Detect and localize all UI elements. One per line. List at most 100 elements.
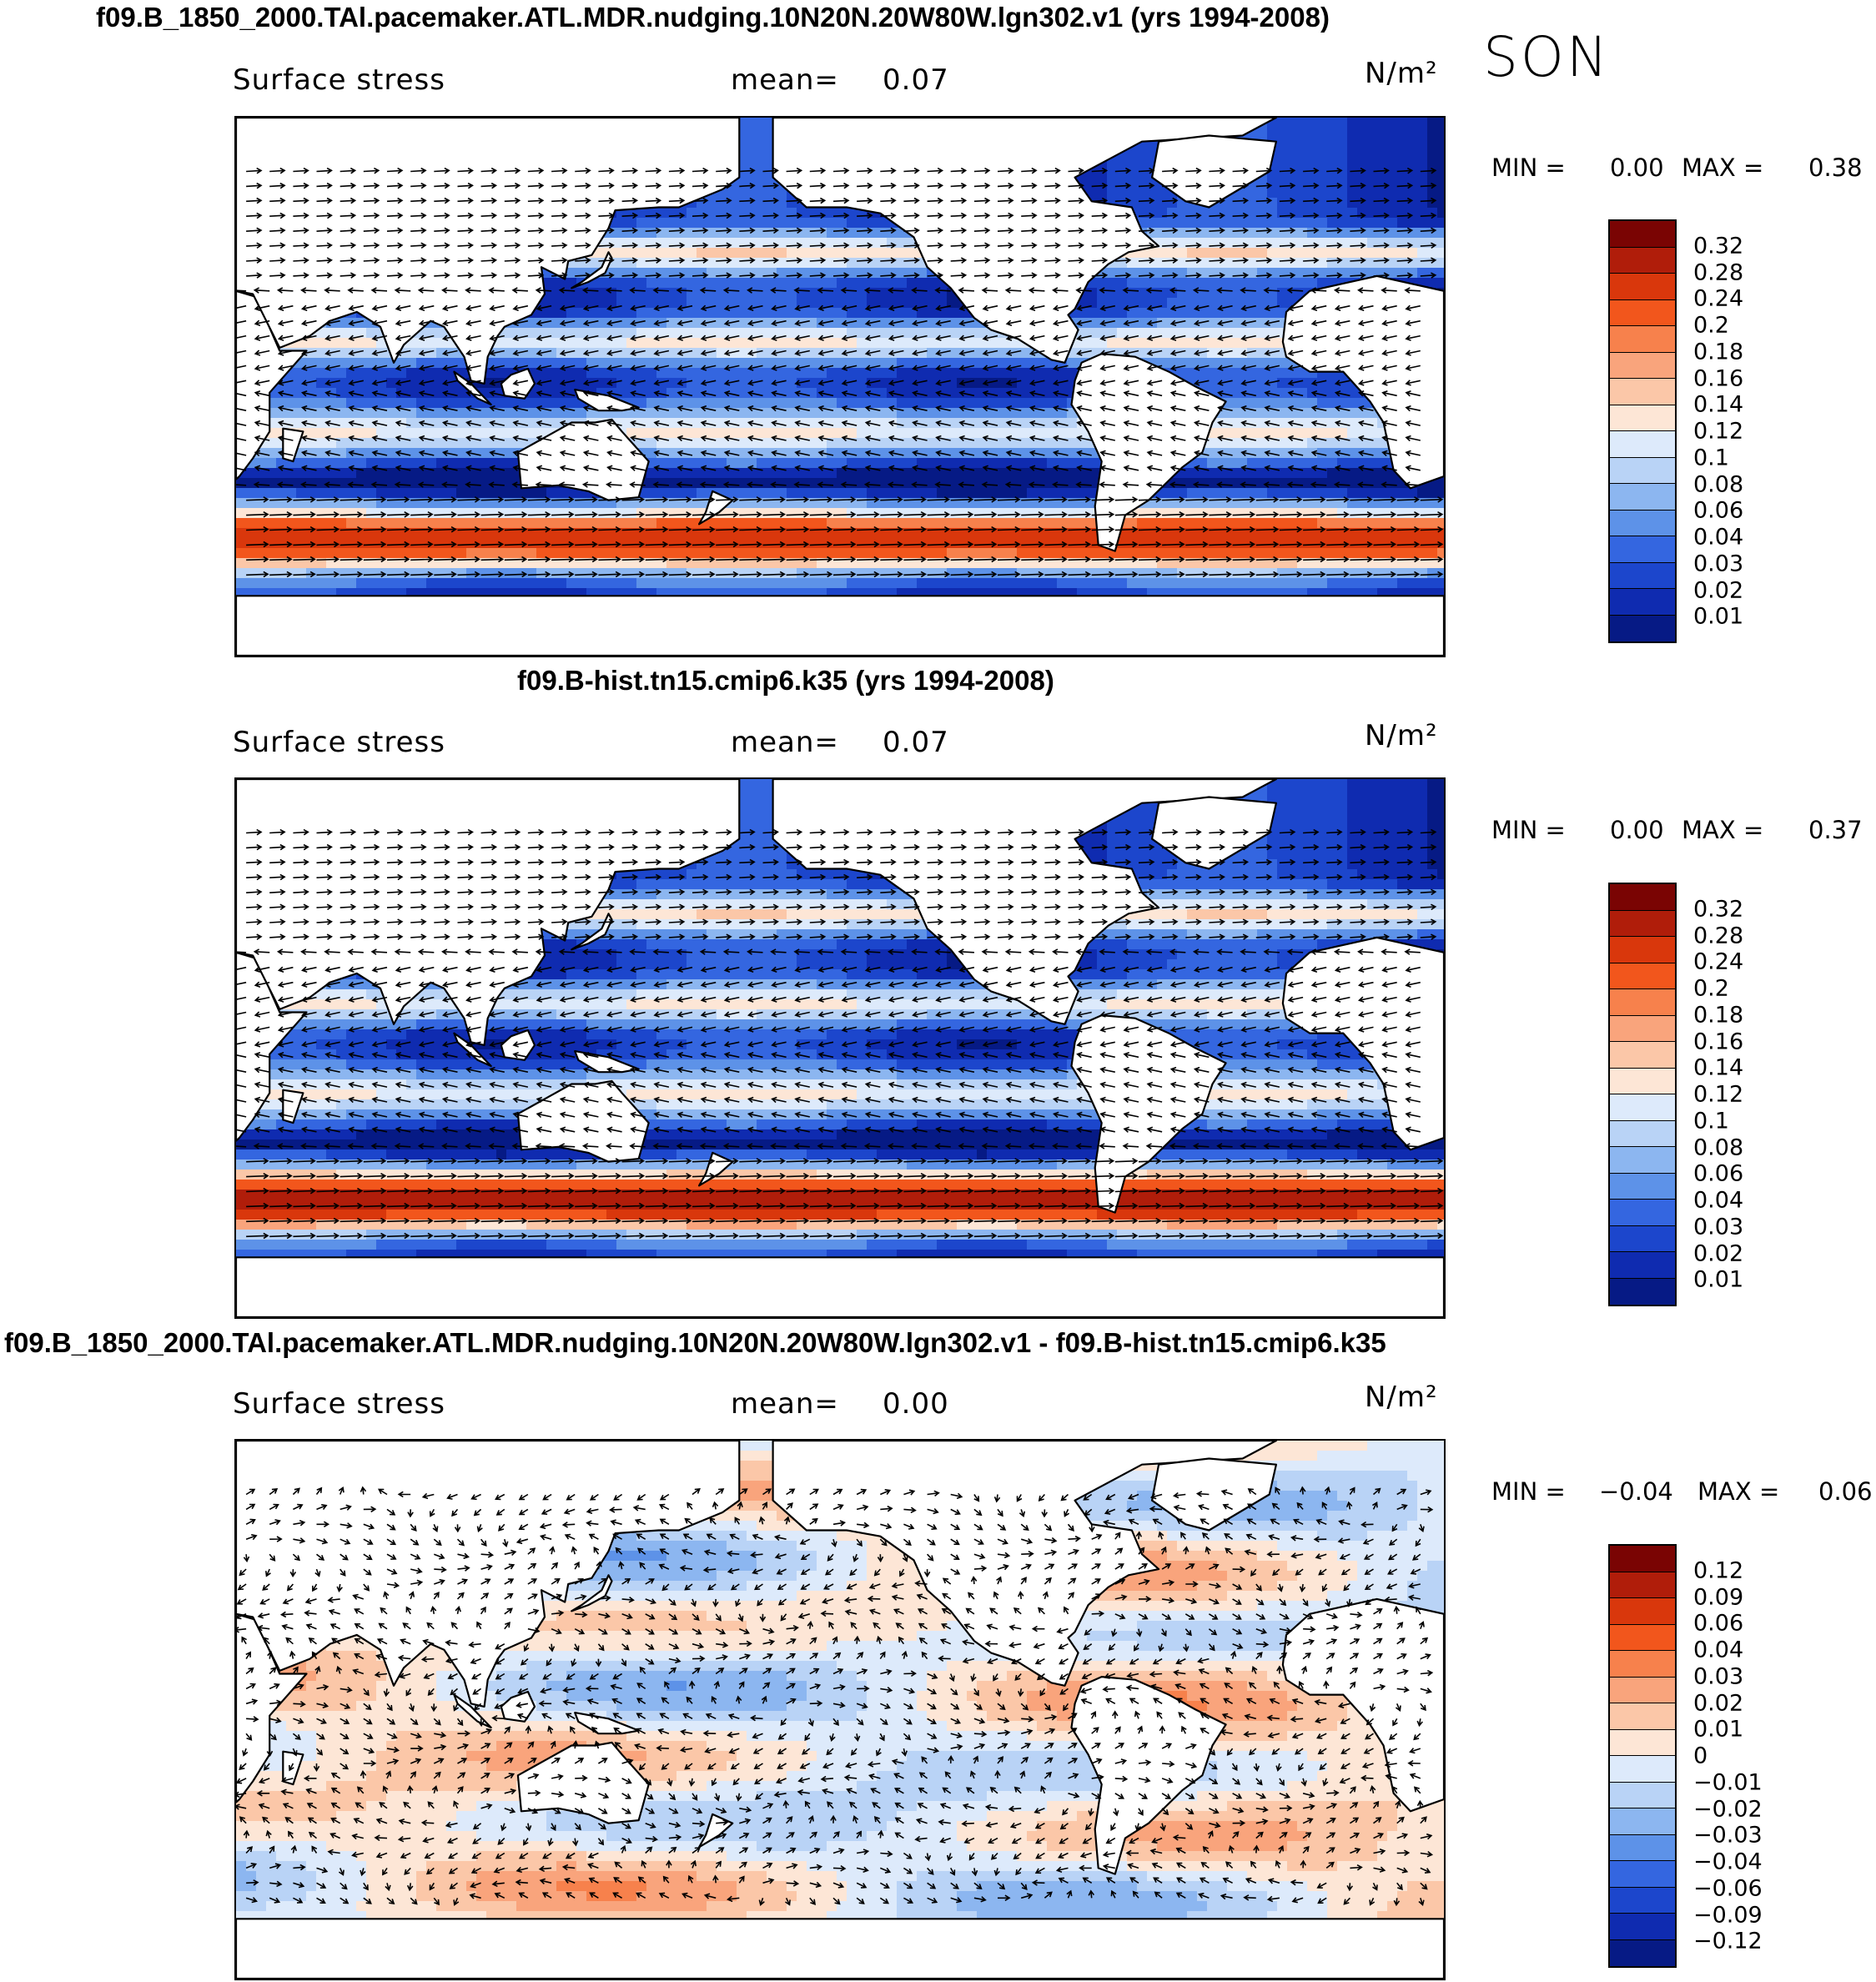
panel-2-colorbar-ticks: 0.32 0.28 0.24 0.2 0.18 0.16 0.14 0.12 0.1 0.08 0.… — [1693, 883, 1793, 1306]
colorbar-swatch — [1610, 1068, 1675, 1094]
panel-3-min-value: −0.04 — [1599, 1477, 1673, 1506]
panel-1-map — [234, 116, 1446, 657]
panel-3-colorbar-ticks: 0.12 0.09 0.06 0.04 0.03 0.02 0.01 0 −0.01 −0.02−… — [1693, 1544, 1793, 1968]
colorbar-swatch — [1610, 221, 1675, 248]
colorbar-tick-label: 0.08 — [1693, 1134, 1743, 1160]
colorbar-tick-label: 0.28 — [1693, 923, 1743, 948]
panel-3-max-value: 0.06 — [1818, 1477, 1873, 1506]
colorbar-swatch — [1610, 1120, 1675, 1147]
colorbar-tick-label: 0.02 — [1693, 1690, 1743, 1716]
colorbar-tick-label: 0.18 — [1693, 339, 1743, 365]
colorbar-tick-label: 0.16 — [1693, 1029, 1743, 1054]
colorbar-tick-label: 0.14 — [1693, 1055, 1743, 1081]
colorbar-tick-label: 0.01 — [1693, 1717, 1743, 1743]
colorbar-swatch — [1610, 405, 1675, 431]
colorbar-tick-label: 0.1 — [1693, 445, 1729, 470]
colorbar-swatch — [1610, 536, 1675, 563]
colorbar-swatch — [1610, 299, 1675, 326]
colorbar-tick-label: 0.01 — [1693, 1267, 1743, 1293]
colorbar-tick-label: 0.03 — [1693, 1214, 1743, 1240]
colorbar-tick-label: 0.14 — [1693, 392, 1743, 418]
colorbar-tick-label: 0.04 — [1693, 1637, 1743, 1663]
colorbar-swatch — [1610, 1094, 1675, 1121]
colorbar-swatch — [1610, 937, 1675, 963]
panel-2-max-value: 0.37 — [1808, 816, 1863, 844]
colorbar-swatch — [1610, 1677, 1675, 1703]
panel-2-variable-label: Surface stress — [233, 726, 445, 759]
colorbar-swatch — [1610, 1756, 1675, 1783]
colorbar-swatch — [1610, 1546, 1675, 1572]
panel-3-mean-value: 0.00 — [883, 1387, 949, 1421]
colorbar-tick-label: 0.01 — [1693, 604, 1743, 630]
panel-2-min-label: MIN = — [1491, 816, 1566, 844]
panel-3-max-label: MAX = — [1697, 1477, 1779, 1506]
colorbar-swatch — [1610, 910, 1675, 937]
panel-3-mean-label: mean= — [731, 1387, 839, 1421]
colorbar-tick-label: 0.16 — [1693, 365, 1743, 391]
colorbar-swatch — [1610, 1861, 1675, 1888]
colorbar-swatch — [1610, 1624, 1675, 1651]
panel-1-units: N/m² — [1365, 57, 1438, 90]
colorbar-swatch — [1610, 615, 1675, 641]
land-masses — [236, 1441, 1444, 1979]
colorbar-tick-label: 0.24 — [1693, 949, 1743, 975]
panel-3-variable-label: Surface stress — [233, 1387, 445, 1421]
colorbar-swatch — [1610, 1651, 1675, 1678]
colorbar-tick-label: 0.32 — [1693, 896, 1743, 922]
panel-2-title: f09.B-hist.tn15.cmip6.k35 (yrs 1994-2008… — [517, 665, 1054, 697]
colorbar-swatch — [1610, 457, 1675, 484]
colorbar-tick-label: 0.24 — [1693, 286, 1743, 312]
colorbar-tick-label: −0.02 — [1693, 1796, 1763, 1822]
panel-2-mean-label: mean= — [731, 726, 839, 759]
panel-1-max-value: 0.38 — [1808, 153, 1863, 182]
colorbar-tick-label: 0.06 — [1693, 1161, 1743, 1187]
colorbar-swatch — [1610, 1278, 1675, 1305]
panel-1-mean-value: 0.07 — [883, 63, 949, 97]
colorbar-tick-label: 0.28 — [1693, 259, 1743, 285]
colorbar-swatch — [1610, 1173, 1675, 1200]
colorbar-tick-label: −0.03 — [1693, 1823, 1763, 1849]
colorbar-swatch — [1610, 510, 1675, 536]
colorbar-tick-label: −0.04 — [1693, 1849, 1763, 1875]
colorbar-swatch — [1610, 589, 1675, 616]
colorbar-tick-label: 0.06 — [1693, 1611, 1743, 1637]
panel-2-map — [234, 777, 1446, 1319]
colorbar-tick-label: 0.12 — [1693, 419, 1743, 445]
panel-2-max-label: MAX = — [1682, 816, 1763, 844]
colorbar-tick-label: 0.18 — [1693, 1002, 1743, 1028]
colorbar-tick-label: 0.2 — [1693, 976, 1729, 1002]
panel-3-map — [234, 1439, 1446, 1980]
colorbar-swatch — [1610, 1042, 1675, 1069]
colorbar-swatch — [1610, 1939, 1675, 1966]
colorbar-tick-label: 0.32 — [1693, 233, 1743, 259]
colorbar-swatch — [1610, 352, 1675, 379]
panel-2-min-value: 0.00 — [1610, 816, 1664, 844]
colorbar-tick-label: 0.03 — [1693, 1663, 1743, 1689]
colorbar-tick-label: 0.02 — [1693, 1240, 1743, 1266]
season-label: SON — [1483, 25, 1610, 89]
panel-1-colorbar-ticks: 0.32 0.28 0.24 0.2 0.18 0.16 0.14 0.12 0.1 0.08 0.… — [1693, 219, 1793, 643]
panel-2-mean-value: 0.07 — [883, 726, 949, 759]
panel-2-colorbar — [1608, 883, 1677, 1306]
colorbar-swatch — [1610, 562, 1675, 589]
panel-3-title: f09.B_1850_2000.TAl.pacemaker.ATL.MDR.nu… — [4, 1327, 1386, 1359]
colorbar-swatch — [1610, 1572, 1675, 1598]
colorbar-swatch — [1610, 963, 1675, 989]
colorbar-swatch — [1610, 989, 1675, 1016]
colorbar-swatch — [1610, 1015, 1675, 1042]
panel-3-colorbar — [1608, 1544, 1677, 1968]
colorbar-swatch — [1610, 431, 1675, 458]
colorbar-swatch — [1610, 247, 1675, 274]
colorbar-tick-label: −0.01 — [1693, 1769, 1763, 1795]
colorbar-swatch — [1610, 1200, 1675, 1226]
colorbar-tick-label: 0.2 — [1693, 313, 1729, 339]
colorbar-tick-label: 0.04 — [1693, 1188, 1743, 1214]
colorbar-tick-label: 0.02 — [1693, 577, 1743, 603]
colorbar-swatch — [1610, 379, 1675, 405]
colorbar-swatch — [1610, 1834, 1675, 1861]
colorbar-tick-label: 0.09 — [1693, 1584, 1743, 1610]
colorbar-tick-label: 0.08 — [1693, 471, 1743, 497]
colorbar-tick-label: 0.03 — [1693, 551, 1743, 576]
panel-1-variable-label: Surface stress — [233, 63, 445, 97]
colorbar-swatch — [1610, 1147, 1675, 1174]
